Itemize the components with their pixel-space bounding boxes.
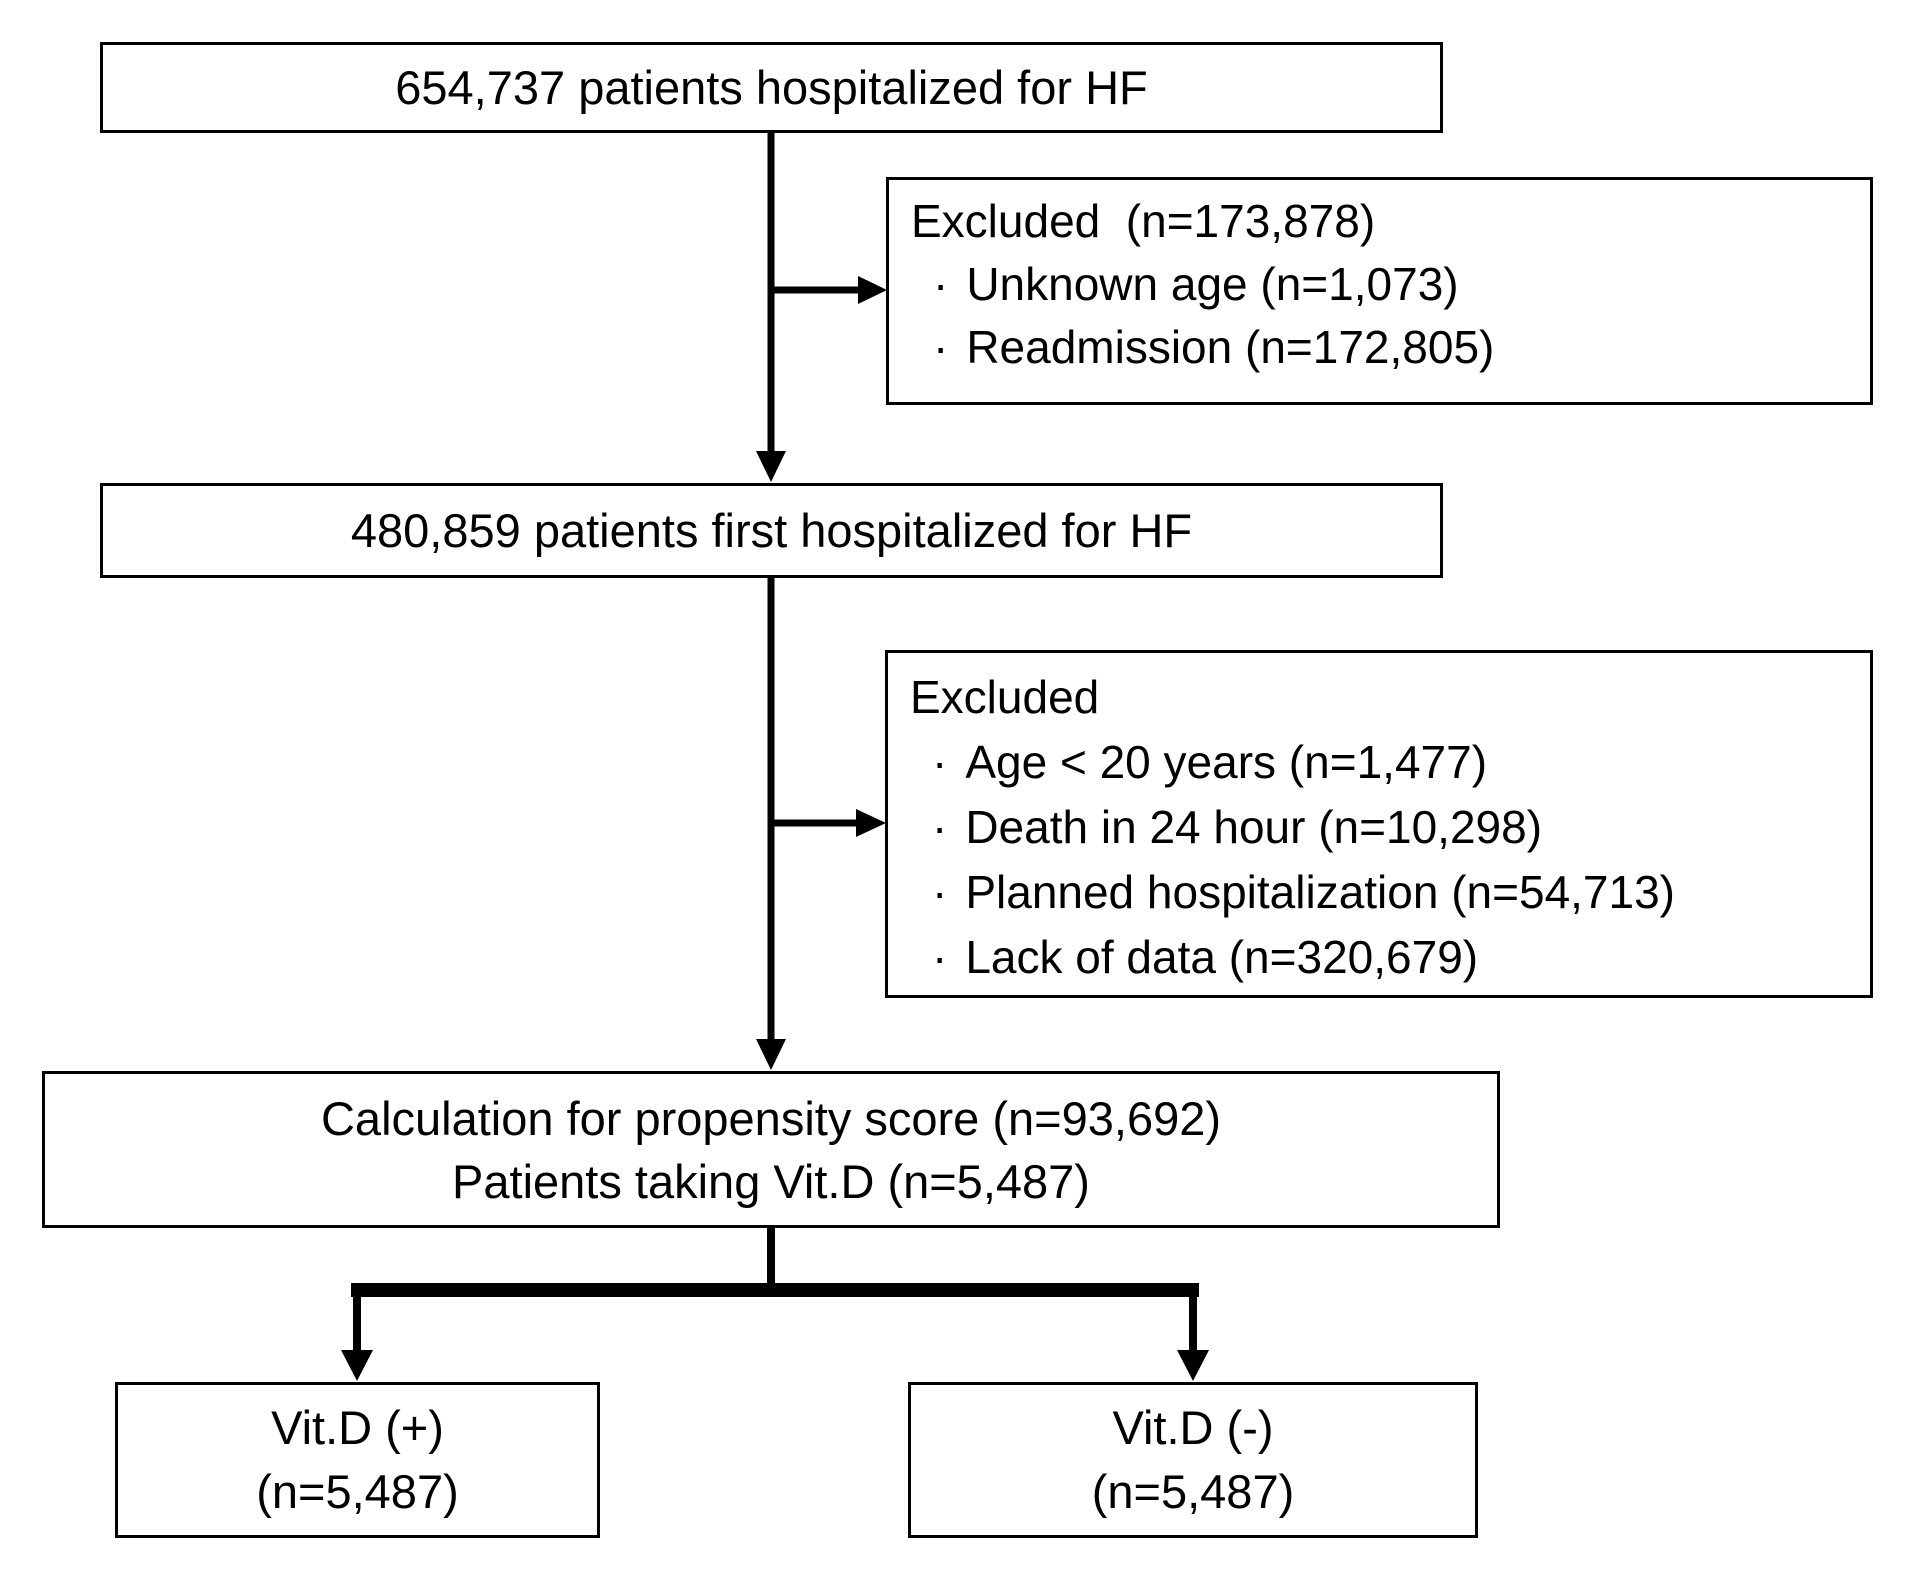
box-propensity-score: Calculation for propensity score (n=93,6… (42, 1071, 1500, 1228)
excluded-2-item-text: Planned hospitalization (n=54,713) (965, 866, 1676, 918)
arrowhead-into-box3 (756, 1039, 786, 1070)
box-vitd-negative: Vit.D (-) (n=5,487) (908, 1382, 1478, 1538)
box-propensity-score-line1: Calculation for propensity score (n=93,6… (320, 1091, 1222, 1145)
box-propensity-score-line2: Patients taking Vit.D (n=5,487) (452, 1154, 1090, 1208)
box-vitd-positive: Vit.D (+) (n=5,487) (115, 1382, 600, 1538)
arrowhead-into-vitd-positive (341, 1350, 373, 1381)
box-all-patients-text: 654,737 patients hospitalized for HF (395, 61, 1148, 114)
box-first-hospitalized-text: 480,859 patients first hospitalized for … (350, 504, 1193, 557)
excluded-1-item-text: Unknown age (n=1,073) (966, 258, 1459, 310)
box-vitd-positive-count: (n=5,487) (256, 1465, 459, 1518)
box-all-patients: 654,737 patients hospitalized for HF (100, 42, 1443, 133)
excluded-1-heading: Excluded (n=173,878) (911, 195, 1376, 247)
arrowhead-into-excluded1 (858, 276, 887, 304)
box-excluded-2: Excluded · Age < 20 years (n=1,477) · De… (885, 650, 1873, 998)
bullet-dot: · (933, 258, 949, 310)
box-first-hospitalized: 480,859 patients first hospitalized for … (100, 483, 1443, 578)
excluded-2-heading: Excluded (910, 671, 1100, 723)
box-vitd-negative-label: Vit.D (-) (1112, 1401, 1274, 1454)
bullet-dot: · (932, 736, 948, 788)
excluded-2-item: · Lack of data (n=320,679) (910, 925, 1860, 990)
excluded-1-item: · Readmission (n=172,805) (911, 316, 1860, 379)
box-excluded-1: Excluded (n=173,878) · Unknown age (n=1,… (886, 177, 1873, 405)
box-vitd-negative-count: (n=5,487) (1091, 1465, 1295, 1518)
excluded-2-item: · Death in 24 hour (n=10,298) (910, 795, 1860, 860)
excluded-2-item: · Planned hospitalization (n=54,713) (910, 860, 1860, 925)
box-vitd-positive-label: Vit.D (+) (271, 1401, 444, 1454)
excluded-1-item-text: Readmission (n=172,805) (966, 321, 1495, 373)
excluded-2-item-text: Lack of data (n=320,679) (965, 931, 1479, 983)
arrowhead-into-vitd-negative (1177, 1350, 1209, 1381)
excluded-2-item: · Age < 20 years (n=1,477) (910, 730, 1860, 795)
arrowhead-into-excluded2 (856, 809, 886, 837)
bullet-dot: · (933, 321, 949, 373)
excluded-2-item-text: Death in 24 hour (n=10,298) (965, 801, 1543, 853)
bullet-dot: · (932, 866, 948, 918)
bullet-dot: · (932, 931, 948, 983)
excluded-2-item-text: Age < 20 years (n=1,477) (965, 736, 1488, 788)
excluded-1-item: · Unknown age (n=1,073) (911, 253, 1860, 316)
bullet-dot: · (932, 801, 948, 853)
arrowhead-into-box2 (756, 451, 786, 482)
